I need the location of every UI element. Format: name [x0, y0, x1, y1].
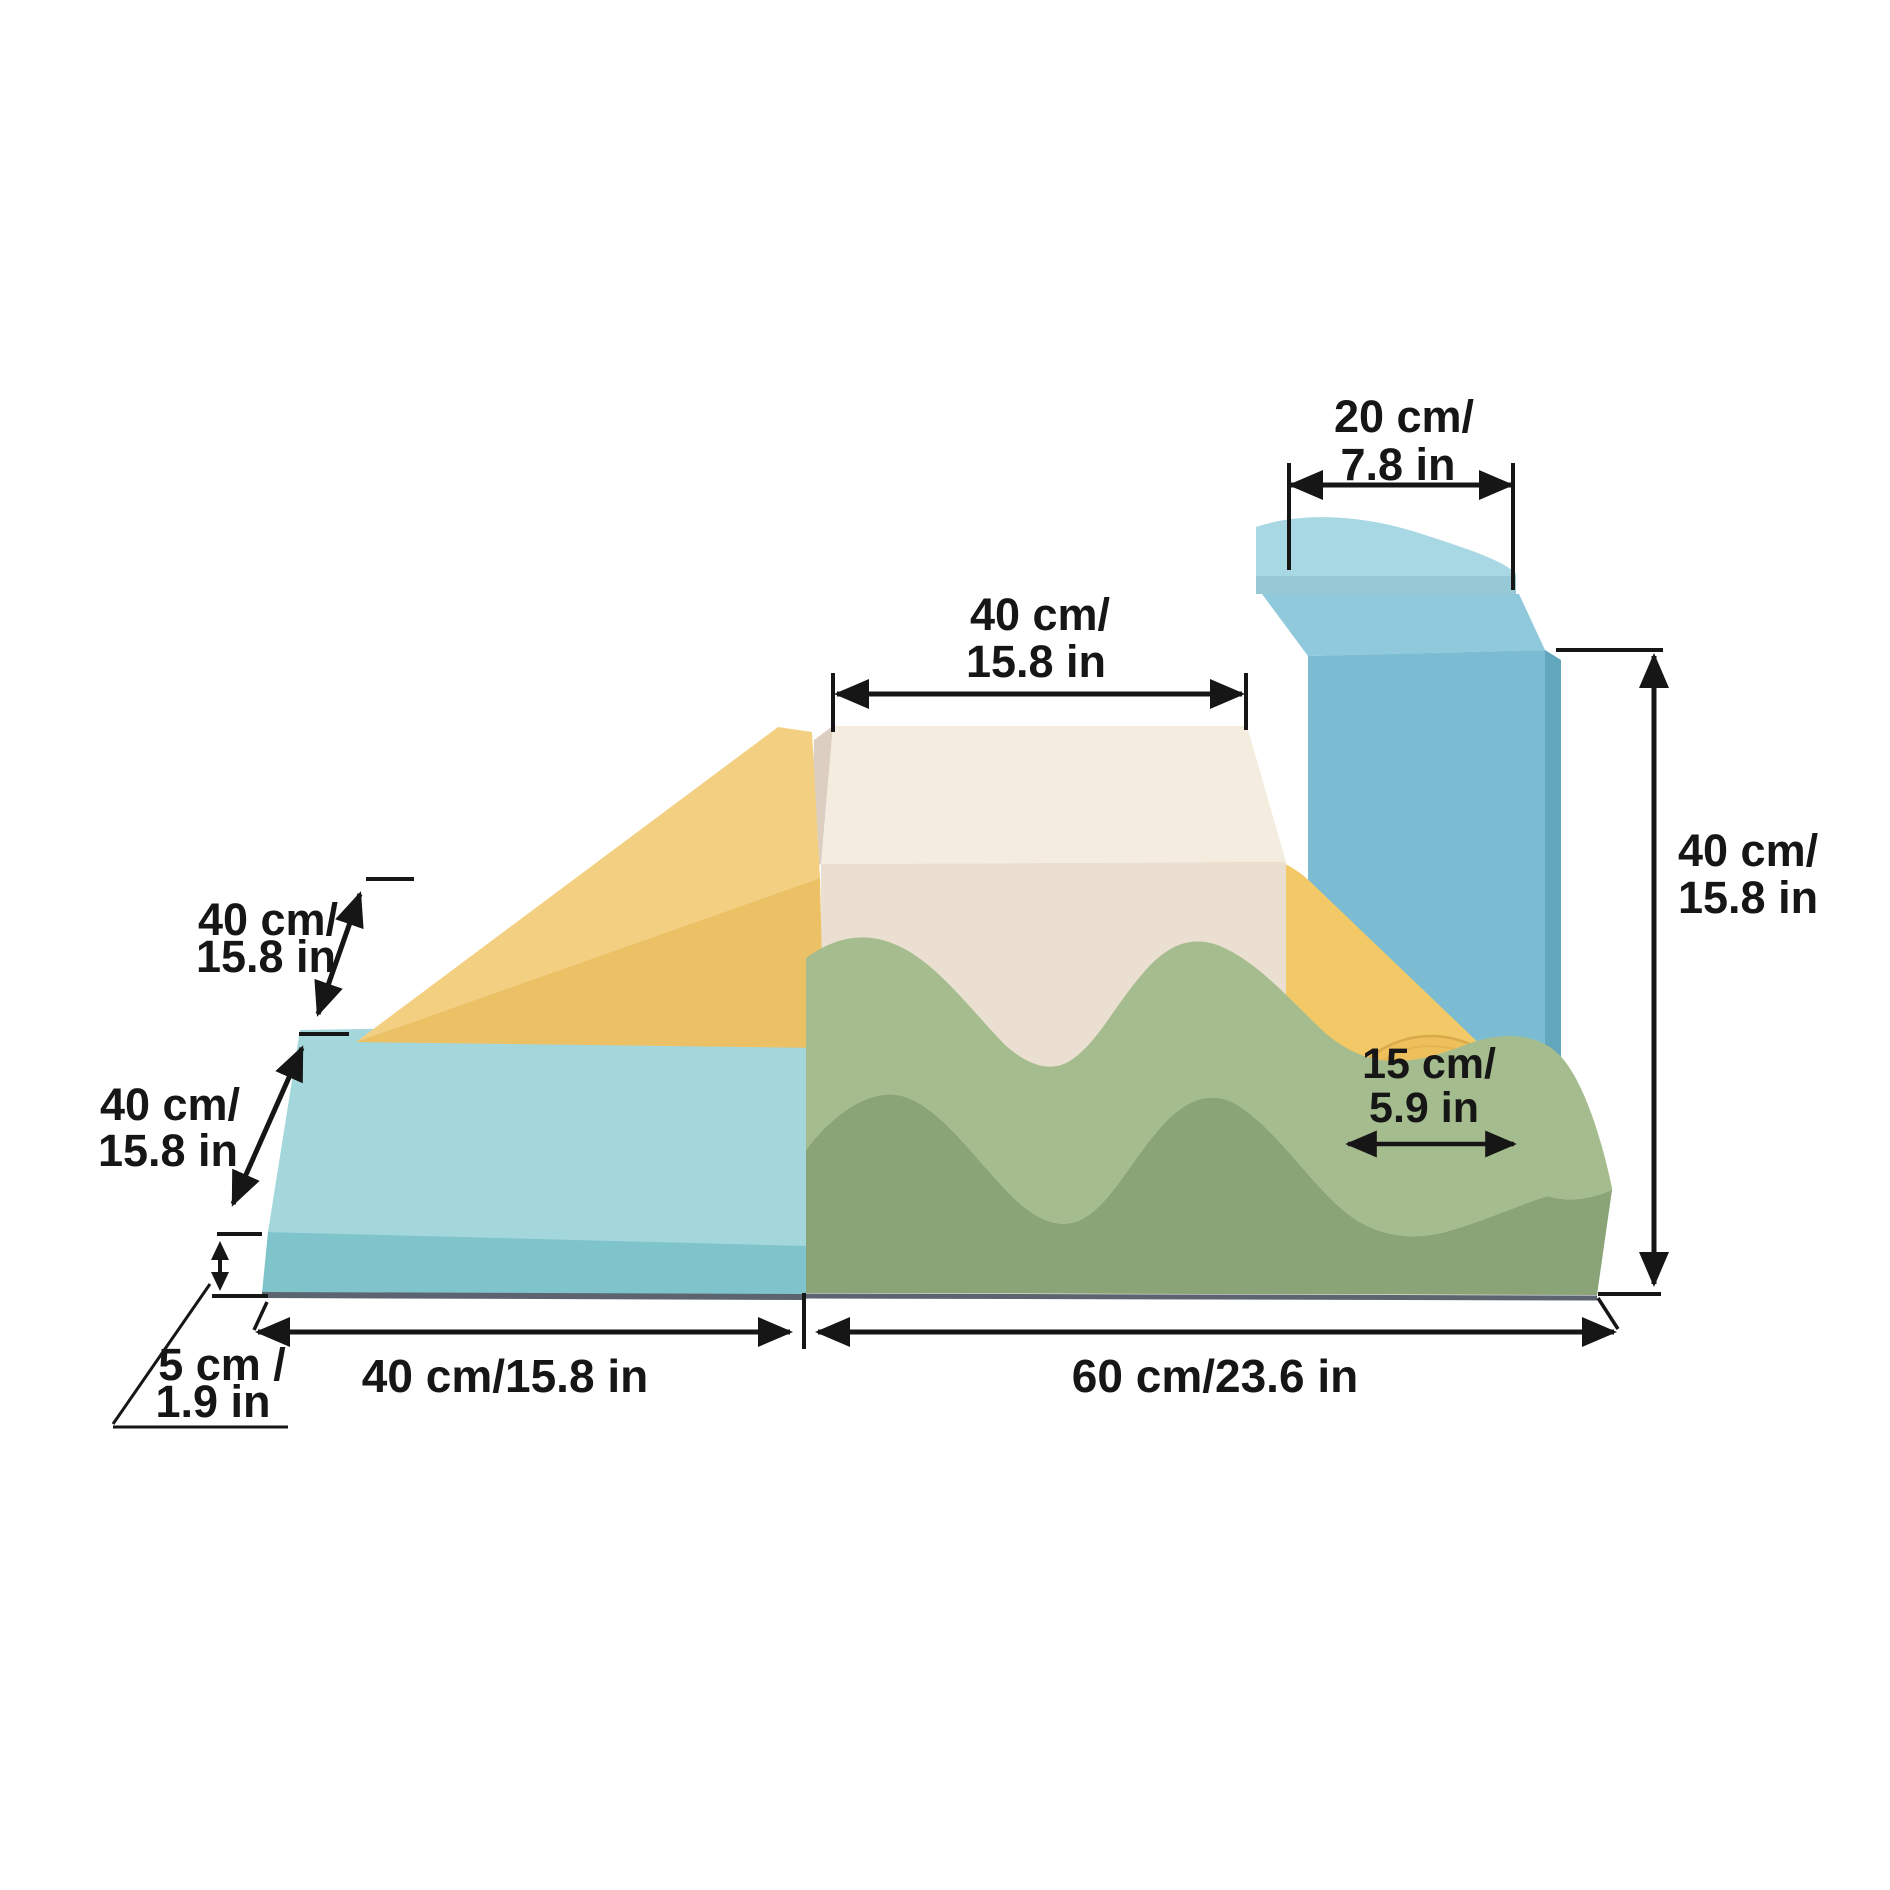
mat-front-face	[262, 1232, 806, 1295]
mat-base-shadow	[261, 1292, 807, 1300]
dimension-label: 5 cm /	[158, 1339, 286, 1390]
dimension-label: 15.8 in	[98, 1125, 238, 1176]
dimension-label: 40 cm/15.8 in	[362, 1350, 648, 1402]
arrowhead-down	[211, 1272, 229, 1291]
wave-block	[805, 937, 1612, 1301]
wedge-front-face	[356, 878, 824, 1048]
flat-mat-block	[261, 1022, 807, 1300]
riser-line	[1596, 1297, 1620, 1330]
dimension-label: 40 cm/	[198, 894, 339, 945]
cube-top-face	[821, 726, 1286, 864]
wave-front-face	[806, 1094, 1612, 1295]
dimension-label: 40 cm/	[1678, 825, 1819, 876]
dimension-ramp-length: 40 cm/ 15.8 in	[196, 877, 414, 1036]
dimension-label: 1.9 in	[155, 1376, 270, 1427]
arch-block	[1256, 517, 1516, 594]
dimension-label: 15 cm/	[1362, 1040, 1496, 1088]
dimension-mat-thickness: 5 cm / 1.9 in	[111, 1241, 288, 1429]
mat-top-face	[268, 1022, 806, 1248]
dimension-cylinder-diameter: 15 cm/ 5.9 in	[1345, 1040, 1517, 1158]
wave-top-surface	[806, 937, 1612, 1237]
dimension-label: 5.9 in	[1369, 1084, 1479, 1132]
arrowhead-up	[211, 1241, 229, 1260]
wedge-slope-face	[356, 727, 820, 1042]
riser-line	[252, 1301, 269, 1331]
dimension-annotations: 20 cm/ 7.8 in 40 cm/ 15.8 in 40 cm/ 15.8…	[98, 391, 1819, 1429]
dimension-line	[314, 891, 364, 1017]
dimension-label: 20 cm/	[1334, 391, 1475, 442]
arch-front-lip	[1256, 576, 1516, 594]
dimension-mat-width: 40 cm/15.8 in	[252, 1293, 806, 1402]
leader-line	[111, 1283, 212, 1425]
dimension-label: 40 cm/	[970, 589, 1111, 640]
dimension-label: 60 cm/23.6 in	[1072, 1350, 1358, 1402]
wave-base-shadow	[805, 1293, 1598, 1301]
dimension-label: 15.8 in	[196, 931, 336, 982]
dimension-arch-width: 20 cm/ 7.8 in	[1287, 391, 1515, 590]
arch-top-surface	[1256, 517, 1516, 594]
dimension-wave-width: 60 cm/23.6 in	[815, 1297, 1620, 1402]
dimension-line	[230, 1045, 305, 1207]
tower-right-face	[1545, 650, 1561, 1160]
dimension-label: 40 cm/	[100, 1079, 241, 1130]
tower-top-face	[1262, 594, 1545, 656]
dimension-tower-height: 40 cm/ 15.8 in	[1556, 648, 1819, 1296]
dimension-mat-depth: 40 cm/ 15.8 in	[98, 1045, 305, 1236]
dimension-label: 15.8 in	[1678, 872, 1818, 923]
dimension-label: 15.8 in	[966, 636, 1106, 687]
wedge-ramp-block	[356, 727, 824, 1048]
dimension-cube-width: 40 cm/ 15.8 in	[831, 589, 1248, 732]
dimension-label: 7.8 in	[1340, 439, 1455, 490]
